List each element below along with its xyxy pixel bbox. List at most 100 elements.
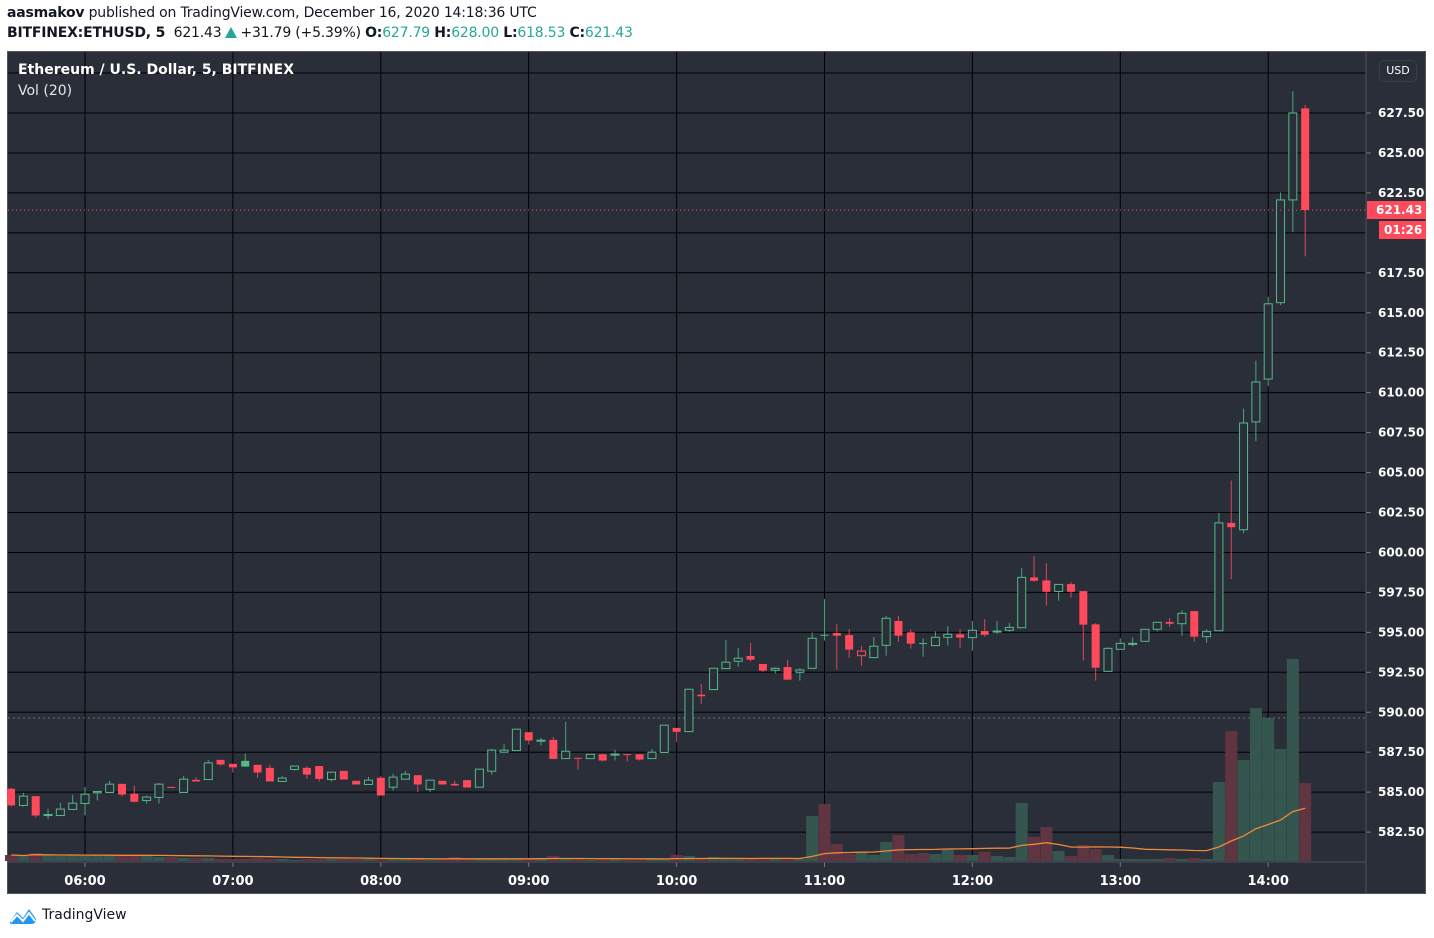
candle-body[interactable] — [388, 776, 398, 788]
candle-body[interactable] — [92, 791, 102, 794]
candle-body[interactable] — [1276, 199, 1286, 304]
candle-body[interactable] — [43, 814, 53, 817]
candle-body[interactable] — [499, 749, 509, 753]
candle-body[interactable] — [795, 669, 805, 673]
candle-body[interactable] — [1227, 522, 1236, 528]
candle-body[interactable] — [31, 796, 40, 816]
candle-body[interactable] — [956, 634, 965, 638]
candle-body[interactable] — [1079, 591, 1088, 625]
candle-body[interactable] — [154, 783, 164, 798]
candle-body[interactable] — [967, 629, 977, 639]
candle-body[interactable] — [438, 780, 447, 785]
candle-body[interactable] — [832, 632, 841, 636]
candle-body[interactable] — [400, 773, 410, 780]
candle-body[interactable] — [980, 631, 989, 635]
candle-body[interactable] — [807, 637, 817, 669]
candle-body[interactable] — [930, 636, 940, 647]
candle-body[interactable] — [992, 630, 1002, 633]
candle-body[interactable] — [856, 650, 866, 657]
candle-body[interactable] — [684, 688, 694, 733]
candle-body[interactable] — [623, 754, 632, 756]
candle-body[interactable] — [265, 767, 274, 782]
candle-body[interactable] — [647, 751, 657, 760]
candle-body[interactable] — [820, 634, 829, 636]
candle-body[interactable] — [1115, 642, 1125, 650]
candle-body[interactable] — [179, 778, 189, 793]
candle-body[interactable] — [906, 632, 915, 644]
candle-body[interactable] — [635, 754, 644, 760]
candle-body[interactable] — [1140, 628, 1150, 642]
candle-body[interactable] — [869, 645, 879, 659]
candle-body[interactable] — [1301, 108, 1310, 210]
candle-body[interactable] — [1091, 624, 1100, 668]
candle-body[interactable] — [277, 777, 287, 782]
candle-body[interactable] — [919, 643, 928, 645]
candle-body[interactable] — [1067, 584, 1075, 592]
candle-body[interactable] — [339, 770, 348, 780]
candle-body[interactable] — [1202, 630, 1212, 638]
candle-body[interactable] — [1239, 422, 1249, 531]
candle-body[interactable] — [253, 764, 262, 773]
currency-button[interactable]: USD — [1379, 60, 1417, 82]
candle-body[interactable] — [709, 667, 719, 691]
candle-body[interactable] — [721, 661, 731, 670]
candle-body[interactable] — [290, 765, 300, 770]
candle-body[interactable] — [783, 667, 792, 680]
candle-body[interactable] — [302, 767, 311, 775]
candle-body[interactable] — [1263, 303, 1273, 380]
candle-body[interactable] — [425, 779, 435, 790]
candle-body[interactable] — [511, 728, 521, 752]
candle-body[interactable] — [7, 788, 16, 806]
candle-body[interactable] — [894, 621, 903, 636]
candle-body[interactable] — [203, 762, 213, 781]
candle-body[interactable] — [733, 657, 743, 662]
candle-body[interactable] — [1042, 580, 1051, 592]
candle-body[interactable] — [191, 779, 200, 782]
candle-body[interactable] — [561, 750, 571, 760]
candle-body[interactable] — [327, 771, 336, 781]
candle-body[interactable] — [130, 793, 139, 802]
tradingview-logo[interactable]: TradingView — [8, 905, 127, 925]
candle-body[interactable] — [352, 780, 361, 785]
candle-body[interactable] — [216, 759, 225, 765]
candle-body[interactable] — [610, 753, 620, 756]
candle-body[interactable] — [105, 783, 115, 793]
candle-body[interactable] — [228, 763, 237, 768]
candle-body[interactable] — [758, 663, 767, 671]
candle-body[interactable] — [241, 760, 250, 767]
candle-body[interactable] — [845, 635, 854, 650]
candle-body[interactable] — [117, 783, 126, 795]
candle-body[interactable] — [18, 795, 28, 806]
candle-body[interactable] — [746, 656, 755, 660]
author-name[interactable]: aasmakov — [7, 5, 85, 21]
candle-body[interactable] — [672, 727, 681, 732]
candle-body[interactable] — [474, 768, 484, 788]
candle-body[interactable] — [68, 802, 78, 810]
candle-body[interactable] — [697, 694, 706, 697]
candle-body[interactable] — [1214, 522, 1224, 632]
candle-body[interactable] — [943, 633, 953, 638]
candle-body[interactable] — [770, 667, 780, 671]
candle-body[interactable] — [574, 757, 582, 759]
candle-body[interactable] — [1054, 583, 1064, 592]
candle-body[interactable] — [1288, 112, 1298, 201]
candle-body[interactable] — [1103, 647, 1113, 672]
candle-body[interactable] — [536, 739, 546, 742]
candle-body[interactable] — [1251, 381, 1261, 423]
candle-body[interactable] — [1152, 621, 1162, 630]
candle-body[interactable] — [450, 783, 459, 786]
candle-body[interactable] — [167, 786, 176, 788]
candle-body[interactable] — [55, 808, 65, 816]
candle-body[interactable] — [363, 779, 373, 785]
candle-body[interactable] — [487, 749, 497, 772]
candle-body[interactable] — [1017, 576, 1027, 629]
candle-body[interactable] — [413, 775, 422, 785]
candle-body[interactable] — [1030, 577, 1039, 581]
candle-body[interactable] — [585, 753, 595, 760]
candle-body[interactable] — [598, 754, 607, 761]
candle-body[interactable] — [1177, 612, 1187, 625]
candle-body[interactable] — [1128, 642, 1138, 645]
candle-body[interactable] — [549, 739, 558, 759]
candle-body[interactable] — [1190, 611, 1199, 637]
